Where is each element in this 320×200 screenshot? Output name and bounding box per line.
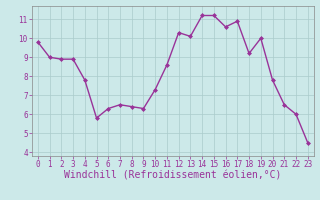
X-axis label: Windchill (Refroidissement éolien,°C): Windchill (Refroidissement éolien,°C) — [64, 171, 282, 181]
